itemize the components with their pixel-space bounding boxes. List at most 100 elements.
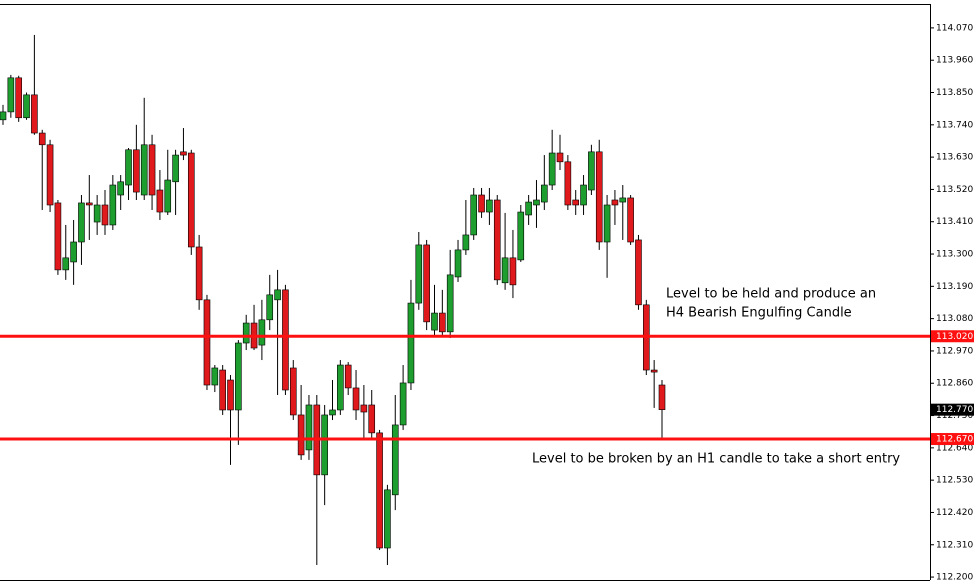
y-tick-label: 113.630 [936,153,973,163]
candle-body [305,404,313,451]
candle-body [195,246,203,301]
candle-body [415,244,423,304]
candle-body [588,151,595,191]
price-label: 112.770 [936,405,973,415]
y-tick-label: 113.080 [936,314,973,324]
candle-body [85,202,93,206]
candle-body [399,382,407,426]
candle-body [611,199,619,206]
candle-body [525,201,532,216]
candle-body [658,384,666,410]
level-label-box [931,433,974,446]
candle-body [595,151,603,243]
y-tick-label: 113.740 [936,120,973,130]
candle-body [274,289,281,301]
candle-body [15,77,22,119]
level-label-box [931,330,974,343]
candle-body [603,204,611,243]
candle-body [321,414,328,476]
candle-body [62,257,70,271]
candle-body [564,161,572,206]
y-tick-label: 113.300 [936,250,973,260]
price-label-box [931,403,974,416]
candle-body [352,387,360,411]
candle-body [376,432,383,549]
level-label: 112.670 [936,435,973,445]
y-tick-label: 112.310 [936,540,973,550]
candle-body [360,404,368,413]
candle-body [635,239,642,306]
y-tick-label: 112.420 [936,508,973,518]
candle-body [556,152,564,163]
candle-body [446,274,454,333]
annotation: Level to be held and produce an [666,287,876,302]
candle-body [227,379,234,411]
candle-body [78,202,85,243]
candle-body [572,199,580,206]
candle-body [187,152,195,248]
y-tick-label: 113.190 [936,282,973,292]
y-tick-label: 112.200 [936,573,973,583]
candle-body [650,369,658,373]
candle-body [156,189,164,213]
y-tick-label: 112.750 [936,411,973,421]
candle-body [533,199,540,206]
candle-body [70,241,77,263]
candle-body [211,367,219,386]
candle-body [368,404,376,434]
candle-body [329,409,336,416]
candle-body [101,204,109,226]
candle-body [462,234,470,251]
candle-body [297,414,305,456]
candle-body [501,257,509,284]
candle-body [517,211,525,261]
candle-body [180,151,187,156]
candle-body [219,369,226,411]
y-tick-label: 112.860 [936,379,973,389]
candle-body [289,367,297,416]
annotation: H4 Bearish Engulfing Candle [666,306,852,321]
candle-body [548,152,556,186]
candle-body [235,342,242,411]
candle-body [109,184,117,226]
candle-body [164,179,172,213]
candle-body [23,94,30,119]
candle-body [619,197,627,203]
candle-body [38,132,46,146]
candle-body [31,94,38,134]
candle-body [266,294,274,321]
y-tick-label: 114.070 [936,23,973,33]
candle-body [486,199,493,213]
candle-body [133,149,140,193]
y-tick-label: 112.530 [936,476,973,486]
candle-body [478,194,485,213]
candle-body [7,77,15,113]
candle-body [423,244,430,323]
candle-body [93,204,101,223]
y-tick-label: 113.960 [936,56,973,66]
annotation: Level to be broken by an H1 candle to ta… [532,452,900,467]
candle-body [509,257,517,286]
candle-body [258,319,266,346]
candle-body [148,144,156,196]
candle-body [0,111,7,121]
candle-body [54,202,62,271]
candle-body [125,149,132,186]
candle-body [344,364,352,389]
candle-body [203,299,211,386]
y-tick-label: 113.850 [936,88,973,98]
candle-body [46,144,54,206]
y-tick-label: 112.970 [936,346,973,356]
candle-body [242,322,250,344]
y-tick-label: 113.520 [936,185,973,195]
candle-body [470,194,478,236]
y-tick-label: 112.640 [936,443,973,453]
candle-body [172,154,179,183]
candle-body [439,312,446,333]
candle-body [627,197,634,243]
candle-body [407,302,415,384]
candle-body [431,312,438,331]
candle-body [117,181,124,196]
